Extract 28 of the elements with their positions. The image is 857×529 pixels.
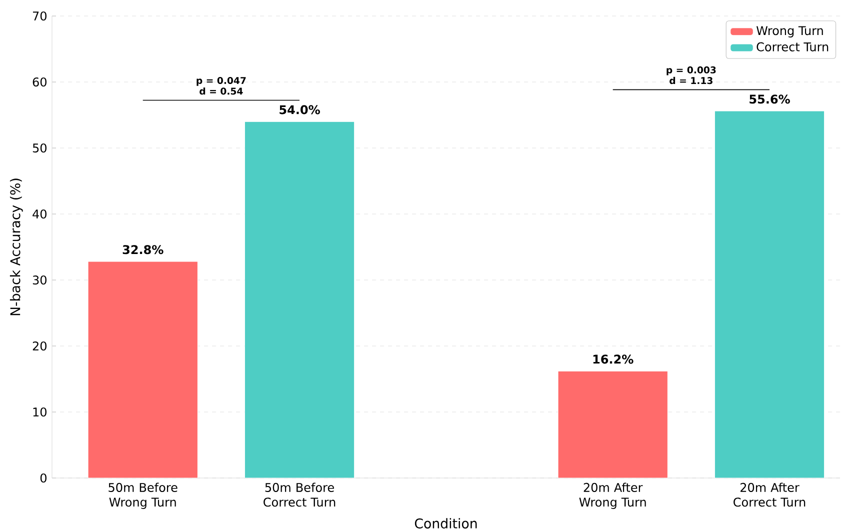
annotation: d = 1.13: [670, 76, 712, 84]
data-label: 54.0%: [280, 105, 320, 114]
y-axis-title: N-back Accuracy (%): [10, 178, 23, 316]
bar: [558, 370, 668, 478]
bar: [88, 261, 198, 478]
y-tick-label: 50: [32, 143, 46, 153]
y-tick-label: 70: [33, 11, 46, 21]
legend-label: Correct Turn: [756, 42, 828, 52]
x-tick-label: 50m Before Correct Turn: [264, 482, 336, 507]
y-tick-label: 0: [40, 473, 46, 483]
bar: [714, 110, 825, 478]
y-tick-label: 40: [32, 209, 46, 219]
y-tick-label: 60: [32, 77, 46, 87]
x-tick-label: 20m After Correct Turn: [734, 482, 806, 507]
y-tick-label: 30: [32, 275, 46, 285]
x-tick-label: 20m After Wrong Turn: [579, 482, 646, 509]
x-axis-title: Condition: [414, 518, 477, 528]
y-tick-label: 20: [32, 341, 46, 351]
x-tick-label: 50m Before Wrong Turn: [108, 482, 178, 509]
bar: [244, 121, 355, 478]
annotation: p = 0.047: [196, 76, 246, 86]
data-label: 55.6%: [750, 94, 790, 104]
data-label: 32.8%: [122, 245, 164, 254]
annotation: p = 0.003: [666, 66, 716, 76]
legend-label: Wrong Turn: [756, 26, 823, 38]
y-tick-label: 10: [33, 407, 46, 417]
data-label: 16.2%: [593, 354, 634, 364]
annotation: d = 0.54: [200, 87, 243, 95]
